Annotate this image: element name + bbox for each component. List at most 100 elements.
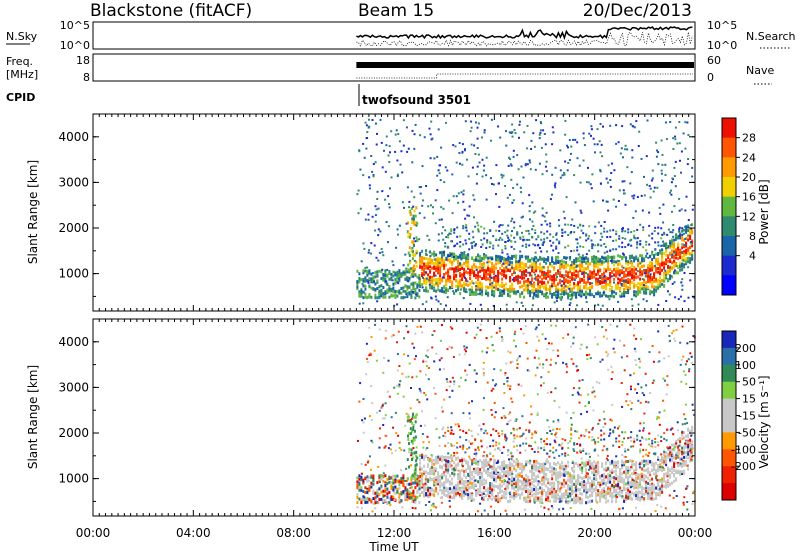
data-cell (637, 258, 640, 262)
data-cell (663, 264, 666, 268)
data-cell (623, 192, 626, 195)
data-cell (661, 163, 664, 166)
data-cell (589, 500, 592, 504)
data-cell (475, 469, 478, 473)
data-cell (390, 130, 393, 133)
data-cell (501, 476, 504, 480)
data-cell (475, 276, 478, 280)
data-cell (526, 163, 529, 166)
data-cell (479, 284, 482, 288)
data-cell (615, 233, 618, 236)
data-cell (427, 279, 430, 283)
data-cell (539, 500, 542, 504)
data-cell (543, 480, 546, 484)
data-cell (604, 245, 607, 248)
data-cell (552, 131, 555, 134)
data-cell (601, 235, 604, 238)
data-cell (580, 295, 583, 298)
data-cell (443, 482, 446, 486)
data-cell (672, 148, 675, 150)
data-cell (517, 290, 520, 294)
data-cell (585, 474, 588, 478)
data-cell (515, 463, 518, 467)
data-cell (625, 282, 628, 286)
data-cell (599, 293, 602, 297)
data-cell (528, 232, 531, 235)
data-cell (678, 234, 681, 237)
data-cell (385, 283, 388, 285)
data-cell (577, 474, 580, 478)
data-cell (565, 274, 568, 277)
data-cell (671, 254, 674, 257)
data-cell (621, 237, 624, 239)
data-cell (630, 298, 633, 301)
data-cell (537, 258, 540, 262)
data-cell (462, 225, 465, 227)
data-cell (375, 256, 378, 259)
data-cell (661, 263, 664, 267)
data-cell (435, 461, 438, 465)
data-cell (465, 278, 468, 282)
data-cell (439, 269, 442, 273)
data-cell (671, 242, 674, 246)
data-cell (396, 228, 399, 231)
data-cell (541, 470, 544, 474)
data-cell (483, 270, 486, 274)
data-cell (651, 232, 654, 235)
data-cell (382, 293, 385, 296)
data-cell (589, 489, 592, 493)
data-cell (689, 279, 692, 282)
data-cell (627, 231, 630, 234)
data-cell (532, 259, 535, 262)
data-cell (360, 289, 363, 293)
data-cell (368, 284, 371, 288)
data-cell (428, 279, 431, 282)
data-cell (648, 211, 651, 214)
data-cell (569, 267, 572, 271)
data-cell (667, 256, 670, 259)
data-cell (525, 279, 528, 283)
data-cell (553, 284, 556, 287)
data-cell (511, 217, 514, 220)
data-cell (391, 260, 394, 263)
data-cell (381, 268, 384, 271)
data-cell (471, 493, 474, 497)
data-cell (391, 279, 394, 282)
data-cell (491, 285, 494, 289)
data-cell (599, 282, 602, 285)
data-cell (575, 273, 578, 277)
data-cell (581, 466, 584, 470)
data-cell (467, 497, 470, 500)
data-cell (531, 257, 534, 261)
data-cell (491, 268, 494, 272)
data-cell (453, 270, 456, 274)
data-cell (408, 246, 411, 250)
data-cell (444, 229, 447, 232)
data-cell (569, 270, 572, 274)
data-cell (445, 256, 448, 259)
data-cell (501, 467, 504, 471)
data-cell (540, 238, 543, 241)
data-cell (439, 484, 442, 488)
data-cell (590, 239, 593, 242)
data-cell (439, 281, 442, 285)
data-cell (673, 265, 676, 269)
data-cell (400, 296, 403, 300)
data-cell (366, 279, 369, 283)
data-cell (433, 467, 436, 471)
data-cell (519, 485, 522, 489)
data-cell (622, 252, 624, 255)
data-cell (525, 482, 528, 486)
data-cell (588, 225, 591, 228)
data-cell (691, 229, 694, 233)
data-cell (576, 238, 579, 241)
data-cell (568, 159, 571, 161)
data-cell (375, 208, 378, 211)
data-cell (378, 292, 381, 296)
data-cell (533, 492, 536, 496)
data-cell (471, 497, 474, 501)
data-cell (609, 284, 612, 288)
data-cell (373, 280, 376, 283)
data-cell (367, 126, 370, 129)
data-cell (569, 302, 572, 304)
